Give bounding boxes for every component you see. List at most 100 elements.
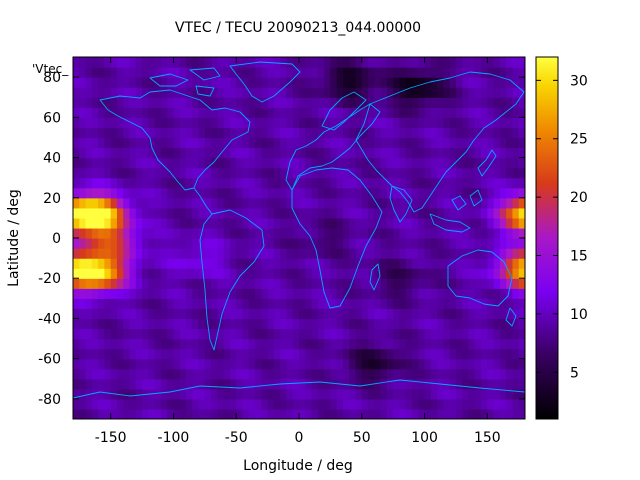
heatmap-cell <box>267 177 275 189</box>
heatmap-cell <box>368 338 375 350</box>
heatmap-cell <box>418 147 426 159</box>
heatmap-cell <box>393 217 401 229</box>
heatmap-cell <box>468 368 476 380</box>
heatmap-cell <box>462 398 470 410</box>
heatmap-cell <box>85 227 93 239</box>
heatmap-cell <box>506 87 514 98</box>
heatmap-cell <box>455 57 463 68</box>
heatmap-cell <box>437 248 444 259</box>
heatmap-cell <box>154 358 162 370</box>
heatmap-cell <box>261 97 269 108</box>
heatmap-cell <box>73 127 80 139</box>
heatmap-cell <box>317 318 325 330</box>
heatmap-cell <box>449 177 457 189</box>
heatmap-cell <box>424 157 432 169</box>
heatmap-cell <box>261 398 269 410</box>
heatmap-cell <box>437 157 444 169</box>
heatmap-cell <box>217 378 225 390</box>
heatmap-cell <box>317 167 325 179</box>
heatmap-cell <box>317 248 325 259</box>
heatmap-cell <box>449 167 457 179</box>
heatmap-cell <box>305 227 313 239</box>
heatmap-cell <box>330 308 338 320</box>
heatmap-cell <box>499 197 507 209</box>
heatmap-cell <box>487 368 495 380</box>
heatmap-cell <box>116 117 124 128</box>
heatmap-cell <box>518 87 525 98</box>
heatmap-cell <box>280 388 288 400</box>
heatmap-cell <box>123 248 131 259</box>
heatmap-cell <box>342 167 350 179</box>
heatmap-cell <box>481 288 488 299</box>
heatmap-cell <box>135 398 143 410</box>
heatmap-cell <box>261 368 269 380</box>
heatmap-cell <box>342 398 350 410</box>
heatmap-cell <box>255 348 262 360</box>
heatmap-cell <box>292 278 300 289</box>
heatmap-cell <box>342 117 350 128</box>
heatmap-cell <box>487 248 495 259</box>
heatmap-cell <box>173 408 181 419</box>
heatmap-cell <box>430 308 438 320</box>
heatmap-cell <box>116 298 124 309</box>
heatmap-cell <box>499 388 507 400</box>
heatmap-cell <box>91 378 99 390</box>
heatmap-cell <box>248 368 256 380</box>
heatmap-cell <box>236 408 244 419</box>
heatmap-cell <box>116 177 124 189</box>
heatmap-cell <box>481 57 488 68</box>
heatmap-cell <box>148 107 156 118</box>
heatmap-cell <box>512 147 520 159</box>
heatmap-cell <box>342 217 350 229</box>
heatmap-cell <box>79 117 87 128</box>
heatmap-cell <box>85 137 93 149</box>
heatmap-cell <box>192 388 200 400</box>
heatmap-cell <box>198 107 206 118</box>
heatmap-cell <box>330 258 338 269</box>
heatmap-cell <box>116 388 124 400</box>
heatmap-cell <box>91 227 99 239</box>
heatmap-cell <box>336 87 344 98</box>
heatmap-cell <box>474 348 482 360</box>
heatmap-cell <box>292 127 300 139</box>
heatmap-cell <box>123 238 131 249</box>
heatmap-cell <box>506 117 514 128</box>
heatmap-cell <box>355 137 363 149</box>
heatmap-cell <box>261 147 269 159</box>
heatmap-cell <box>280 67 288 78</box>
heatmap-cell <box>336 127 344 139</box>
heatmap-cell <box>116 57 124 68</box>
heatmap-cell <box>430 187 438 199</box>
heatmap-cell <box>430 328 438 340</box>
heatmap-cell <box>204 278 212 289</box>
heatmap-cell <box>449 137 457 149</box>
heatmap-cell <box>299 278 306 289</box>
heatmap-cell <box>211 298 218 309</box>
coast-new-zealand <box>505 307 517 327</box>
heatmap-cell <box>286 328 294 340</box>
heatmap-cell <box>154 217 162 229</box>
heatmap-cell <box>468 238 476 249</box>
heatmap-cell <box>393 227 401 239</box>
heatmap-cell <box>393 177 401 189</box>
heatmap-cell <box>142 258 149 269</box>
heatmap-cell <box>173 308 181 320</box>
heatmap-cell <box>374 57 382 68</box>
heatmap-cell <box>499 127 507 139</box>
heatmap-cell <box>110 328 118 340</box>
heatmap-cell <box>499 308 507 320</box>
heatmap-cell <box>186 398 193 410</box>
heatmap-cell <box>198 368 206 380</box>
heatmap-cell <box>123 328 131 340</box>
heatmap-cell <box>217 117 225 128</box>
heatmap-cell <box>386 268 394 279</box>
heatmap-cell <box>242 248 250 259</box>
heatmap-cell <box>361 197 369 209</box>
heatmap-cell <box>299 117 306 128</box>
heatmap-cell <box>361 117 369 128</box>
heatmap-cell <box>412 238 419 249</box>
heatmap-cell <box>160 147 168 159</box>
heatmap-cell <box>223 177 231 189</box>
heatmap-cell <box>487 197 495 209</box>
heatmap-cell <box>273 248 281 259</box>
